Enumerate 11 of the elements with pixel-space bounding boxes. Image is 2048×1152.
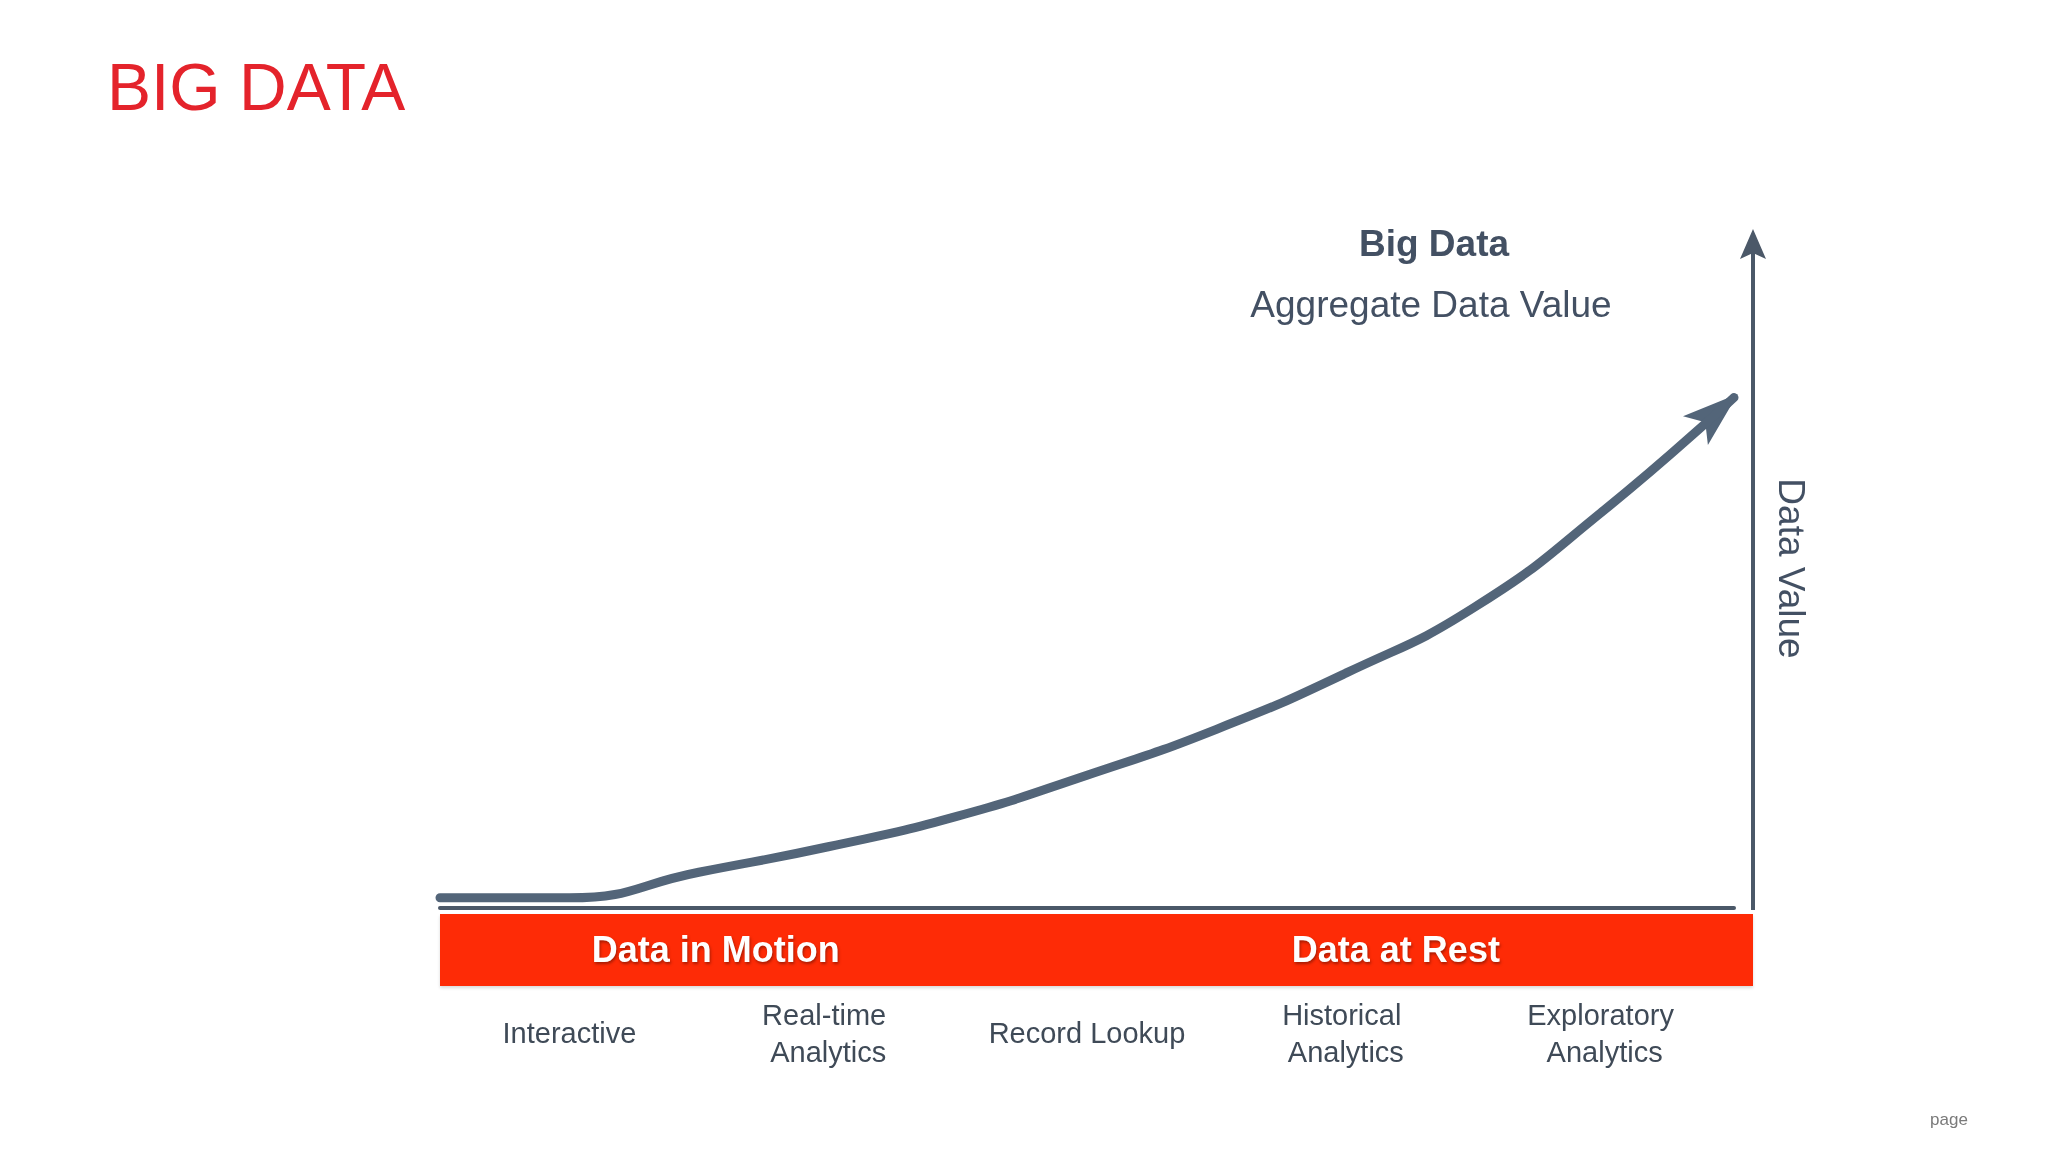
banner: Data in Motion Data at Rest (440, 914, 1753, 986)
x-tick-label: Historical Analytics (1282, 998, 1410, 1068)
x-tick-label: Real-time Analytics (762, 998, 895, 1068)
text: Aggregate Data Value (1250, 283, 1612, 325)
x-tick-label: Interactive (502, 1017, 637, 1049)
text: page (1930, 1109, 1968, 1129)
x-tick-label: Record Lookup (988, 1017, 1186, 1049)
chart-title: BIG DATA (107, 50, 406, 124)
text: Big Data (1358, 222, 1510, 264)
y-axis-title: Data Value (1771, 478, 1812, 659)
x-tick-label: Exploratory Analytics (1527, 998, 1682, 1068)
